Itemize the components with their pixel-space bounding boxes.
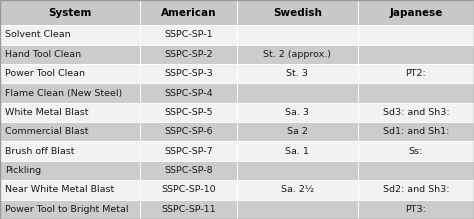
Bar [358, 122, 474, 141]
Bar [358, 103, 474, 122]
Text: SSPC-SP-10: SSPC-SP-10 [161, 185, 216, 194]
Bar [0, 45, 140, 64]
Bar [358, 141, 474, 161]
Bar [237, 161, 358, 180]
Bar [0, 0, 140, 25]
Bar [358, 200, 474, 219]
Bar [358, 83, 474, 103]
Bar [140, 0, 237, 25]
Text: SSPC-SP-7: SSPC-SP-7 [164, 147, 213, 156]
Text: White Metal Blast: White Metal Blast [5, 108, 88, 117]
Bar [358, 180, 474, 200]
Bar [0, 64, 140, 83]
Text: PT2:: PT2: [406, 69, 426, 78]
Bar [140, 64, 237, 83]
Text: SSPC-SP-2: SSPC-SP-2 [164, 50, 213, 59]
Text: American: American [161, 8, 216, 18]
Text: Swedish: Swedish [273, 8, 322, 18]
Text: St. 2 (approx.): St. 2 (approx.) [264, 50, 331, 59]
Bar [358, 64, 474, 83]
Text: Sa 2: Sa 2 [287, 127, 308, 136]
Bar [0, 25, 140, 45]
Text: SSPC-SP-5: SSPC-SP-5 [164, 108, 213, 117]
Bar [140, 45, 237, 64]
Bar [237, 200, 358, 219]
Text: SSPC-SP-11: SSPC-SP-11 [161, 205, 216, 214]
Bar [358, 161, 474, 180]
Bar [0, 180, 140, 200]
Text: SSPC-SP-3: SSPC-SP-3 [164, 69, 213, 78]
Bar [237, 122, 358, 141]
Bar [237, 25, 358, 45]
Text: Sa. 1: Sa. 1 [285, 147, 310, 156]
Text: PT3:: PT3: [405, 205, 427, 214]
Text: SSPC-SP-1: SSPC-SP-1 [164, 30, 213, 39]
Text: Power Tool to Bright Metal: Power Tool to Bright Metal [5, 205, 128, 214]
Bar [140, 103, 237, 122]
Bar [237, 180, 358, 200]
Text: Near White Metal Blast: Near White Metal Blast [5, 185, 114, 194]
Bar [140, 141, 237, 161]
Text: Commercial Blast: Commercial Blast [5, 127, 88, 136]
Text: Sd2: and Sh3:: Sd2: and Sh3: [383, 185, 449, 194]
Bar [358, 25, 474, 45]
Bar [140, 25, 237, 45]
Text: Power Tool Clean: Power Tool Clean [5, 69, 85, 78]
Text: Pickling: Pickling [5, 166, 41, 175]
Text: System: System [48, 8, 91, 18]
Text: Hand Tool Clean: Hand Tool Clean [5, 50, 81, 59]
Text: Brush off Blast: Brush off Blast [5, 147, 74, 156]
Bar [237, 64, 358, 83]
Bar [0, 122, 140, 141]
Bar [237, 103, 358, 122]
Text: Sd3: and Sh3:: Sd3: and Sh3: [383, 108, 449, 117]
Bar [358, 45, 474, 64]
Bar [140, 180, 237, 200]
Bar [237, 0, 358, 25]
Text: Solvent Clean: Solvent Clean [5, 30, 70, 39]
Text: Japanese: Japanese [389, 8, 443, 18]
Text: Sa. 2½: Sa. 2½ [281, 185, 314, 194]
Bar [237, 45, 358, 64]
Bar [0, 103, 140, 122]
Bar [237, 83, 358, 103]
Bar [0, 200, 140, 219]
Text: SSPC-SP-8: SSPC-SP-8 [164, 166, 213, 175]
Bar [140, 83, 237, 103]
Bar [358, 0, 474, 25]
Text: Flame Clean (New Steel): Flame Clean (New Steel) [5, 88, 122, 97]
Text: Sd1: and Sh1:: Sd1: and Sh1: [383, 127, 449, 136]
Bar [140, 122, 237, 141]
Bar [140, 200, 237, 219]
Bar [237, 141, 358, 161]
Text: Ss:: Ss: [409, 147, 423, 156]
Bar [0, 141, 140, 161]
Bar [140, 161, 237, 180]
Text: Sa. 3: Sa. 3 [285, 108, 310, 117]
Text: SSPC-SP-6: SSPC-SP-6 [164, 127, 213, 136]
Text: SSPC-SP-4: SSPC-SP-4 [164, 88, 213, 97]
Bar [0, 161, 140, 180]
Bar [0, 83, 140, 103]
Text: St. 3: St. 3 [286, 69, 309, 78]
